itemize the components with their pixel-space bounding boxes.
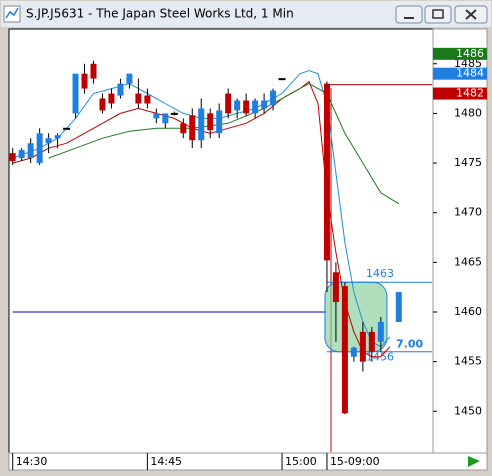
y-tick-label: 1480: [454, 106, 482, 119]
candle-body: [323, 83, 330, 261]
candle-body: [341, 286, 348, 414]
scroll-arrow[interactable]: [468, 456, 480, 467]
candle-body: [225, 93, 232, 114]
price-flag: [433, 47, 487, 60]
close-glyph: [465, 9, 477, 20]
y-tick-label: 1465: [454, 255, 482, 268]
x-tick-label: 14:45: [150, 455, 182, 468]
candle-body: [180, 123, 187, 134]
candle-body: [27, 143, 34, 159]
candle-body: [36, 133, 43, 164]
candle-body: [54, 135, 61, 139]
y-tick-label: 1450: [454, 404, 482, 417]
plot-layer: 1450 1455 1460 1465 1470 1475 1480 1485 14:30 14:…: [9, 47, 487, 470]
zone-low-label: 1456: [366, 351, 394, 364]
price-flag-label: 1486: [456, 47, 484, 60]
window-buttons: [395, 5, 488, 24]
candle-body: [252, 100, 259, 114]
candle-body: [72, 73, 79, 114]
candle-body: [368, 331, 375, 352]
candle-body: [9, 153, 16, 162]
candle-body: [359, 331, 366, 362]
candle-body: [90, 63, 97, 79]
candle-body: [350, 347, 357, 357]
app-icon-glyph: [5, 7, 19, 19]
zone-high-label: 1463: [366, 267, 394, 280]
x-tick-label: 15:00: [285, 455, 317, 468]
x-tick-label: 15-09:00: [330, 455, 380, 468]
candle-body: [216, 110, 223, 134]
price-flag: [433, 87, 487, 100]
price-flag-label: 1482: [456, 87, 484, 100]
candle-body: [198, 108, 205, 141]
candle-body: [170, 112, 178, 115]
candle-body: [270, 90, 277, 106]
price-flag-label: 1484: [456, 67, 484, 80]
y-tick-label: 1455: [454, 355, 482, 368]
candle-body: [126, 73, 133, 84]
candle-body: [234, 100, 241, 111]
candle-body: [99, 98, 106, 111]
candle-body: [144, 95, 151, 104]
candle-body: [261, 100, 268, 109]
time-axis: [8, 452, 488, 471]
candle-body: [162, 113, 169, 124]
candle-body: [135, 93, 142, 104]
zone-text: 7.00: [396, 338, 423, 351]
y-tick-label: 1460: [454, 305, 482, 318]
minimize-button[interactable]: [395, 5, 423, 24]
x-tick-label: 14:30: [16, 455, 48, 468]
price-flag: [433, 67, 487, 80]
candle-body: [108, 93, 115, 104]
y-tick-label: 1485: [454, 57, 482, 70]
candle-body: [377, 321, 384, 342]
price-axis: [432, 28, 488, 454]
candle-body: [189, 115, 196, 141]
candle-body: [63, 127, 71, 130]
maximize-glyph: [432, 9, 444, 19]
y-tick-label: 1475: [454, 156, 482, 169]
candle-body: [153, 113, 160, 119]
moving-average: [12, 80, 391, 358]
candle-body: [278, 78, 286, 81]
window-title: S.JP.J5631 - The Japan Steel Works Ltd, …: [26, 7, 294, 21]
maximize-button[interactable]: [424, 5, 452, 24]
candle-body: [243, 100, 250, 114]
candle-body: [18, 150, 25, 159]
candle-body: [207, 113, 214, 131]
candle-body: [81, 73, 88, 89]
candle-body: [395, 292, 402, 322]
candle-body: [45, 138, 52, 144]
candle-body: [332, 272, 339, 303]
candle-body: [117, 83, 124, 96]
y-tick-label: 1470: [454, 206, 482, 219]
